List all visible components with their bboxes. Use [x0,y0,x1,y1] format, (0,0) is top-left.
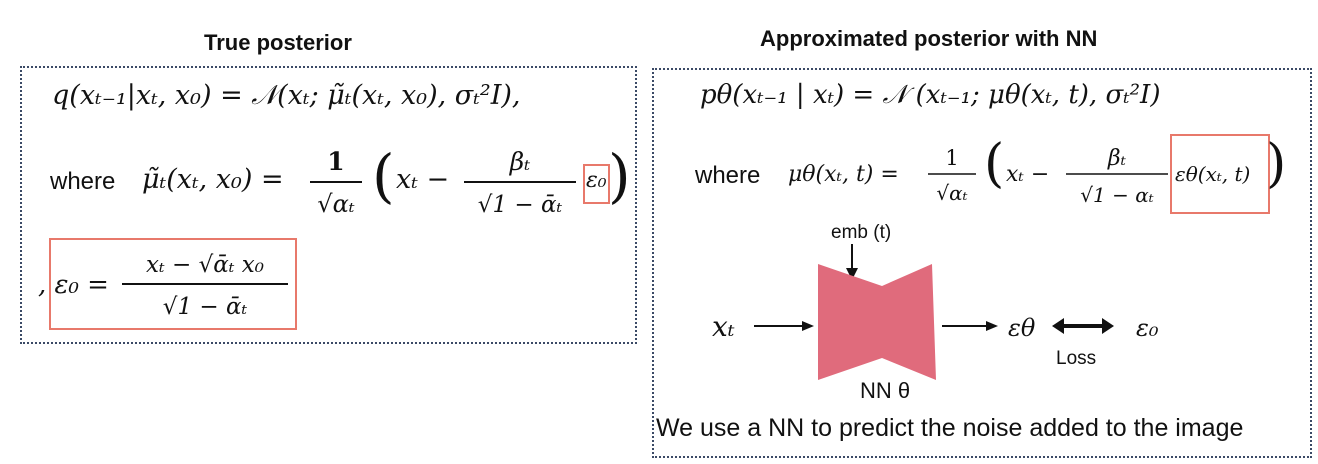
caption: We use a NN to predict the noise added t… [656,414,1244,442]
loss-arrow-head-right [1102,318,1114,334]
nn-block [818,264,936,380]
approx-posterior-equation: pθ(xₜ₋₁ | xₜ) = 𝒩 (xₜ₋₁; μθ(xₜ, t), σₜ²I… [700,80,1161,110]
coefficient-fraction-right: 1 √αₜ [928,146,976,205]
coef-denominator-right: √αₜ [936,181,967,205]
beta-fraction-right: βₜ √1 − αₜ [1066,146,1168,207]
beta-denominator: √1 − ᾱₜ [478,192,563,218]
left-paren-left: ( [372,142,395,210]
right-paren-right: ) [1266,134,1287,194]
loss-arrow-head-left [1052,318,1064,334]
approx-posterior-panel [652,68,1312,458]
nn-input-xt: xₜ [712,310,735,343]
xt-minus-right: xₜ − [1006,162,1050,187]
eps0-definition-lhs: , ε₀ = [38,270,109,300]
xt-minus-left: xₜ − [396,164,450,195]
eps0-def-numerator: xₜ − √ᾱₜ x₀ [146,252,264,278]
beta-fraction-left: βₜ √1 − ᾱₜ [464,147,576,218]
right-paren-left: ( [984,134,1005,194]
eps-theta-boxed-symbol: εθ(xₜ, t) [1175,162,1251,186]
eps-theta-highlight-box [1170,134,1270,214]
nn-theta-label: NN θ [860,378,911,403]
beta-denominator-right: √1 − αₜ [1080,183,1153,207]
nn-output-eps-theta: εθ [1008,314,1036,342]
coefficient-fraction-left: 1 √αₜ [310,147,362,218]
input-arrow-head [802,321,814,331]
coef-numerator-right: 1 [945,146,958,170]
emb-t-label: emb (t) [831,222,892,243]
mu-tilde-lhs: μ̃ₜ(xₜ, x₀) = [142,164,284,195]
emb-arrow-head [846,268,858,280]
right-panel-title: Approximated posterior with NN [760,26,1098,51]
nn-diagram [754,244,1114,380]
target-eps0: ε₀ [1136,314,1159,342]
eps0-def-denominator: √1 − ᾱₜ [163,294,248,320]
beta-numerator: βₜ [509,147,531,176]
mu-theta-lhs: μθ(xₜ, t) = [788,162,899,187]
left-paren-right: ) [608,142,631,210]
where-label-left: where [50,168,116,195]
output-arrow-head [986,321,998,331]
true-posterior-panel [20,66,637,344]
eps0-highlight-box [583,164,610,204]
left-panel-title: True posterior [204,30,352,55]
eps0-definition-fraction: xₜ − √ᾱₜ x₀ √1 − ᾱₜ [122,252,288,320]
loss-label: Loss [1056,348,1097,369]
where-label-right: where [695,162,761,189]
true-posterior-equation: q(xₜ₋₁|xₜ, x₀) = 𝒩(xₜ; μ̃ₜ(xₜ, x₀), σₜ²I… [52,80,521,111]
eps0-definition-box [49,238,297,330]
eps0-boxed-symbol: ε₀ [586,168,607,193]
coef-denominator: √αₜ [317,190,355,218]
coef-numerator: 1 [327,147,344,176]
beta-numerator-right: βₜ [1107,146,1127,171]
